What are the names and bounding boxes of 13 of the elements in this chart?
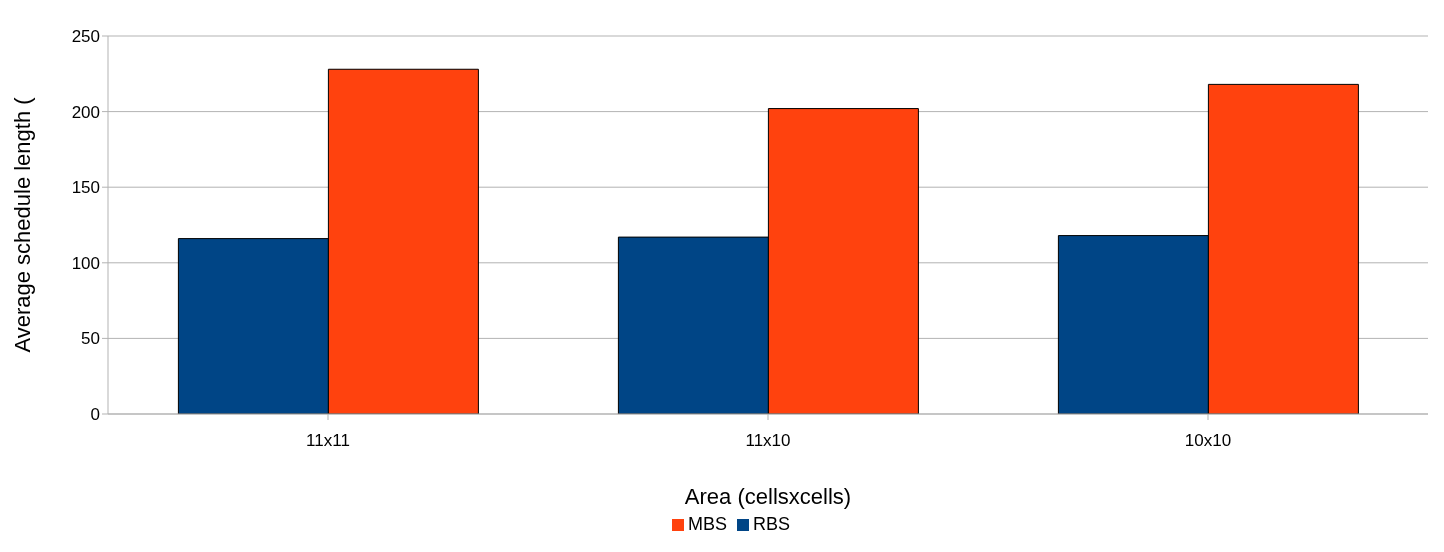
x-tick-label: 11x11	[306, 431, 350, 451]
y-tick-label: 150	[71, 178, 100, 198]
y-axis-title: Average schedule length (	[9, 96, 35, 353]
legend-label: MBS	[687, 514, 727, 534]
y-tick-label: 100	[71, 253, 100, 273]
y-tick-label: 250	[71, 27, 100, 47]
y-tick-label: 50	[81, 329, 100, 349]
legend-label: RBS	[753, 514, 791, 534]
y-tick-label: 200	[71, 102, 100, 122]
x-tick-label: 10x10	[1184, 431, 1232, 451]
x-tick-label: 11x10	[745, 431, 791, 451]
x-axis-title: Area (cellsxcells)	[684, 484, 852, 509]
y-tick-label: 0	[90, 405, 100, 425]
